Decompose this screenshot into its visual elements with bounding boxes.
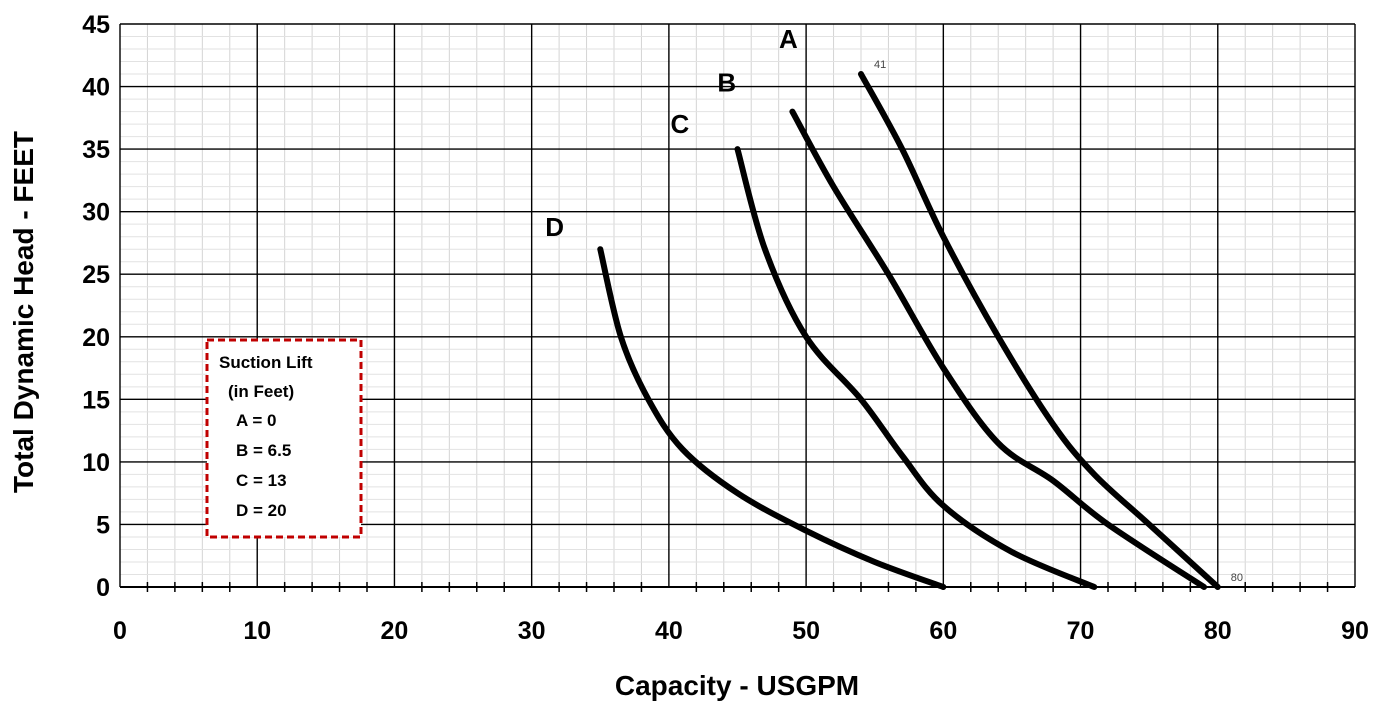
y-tick-label: 20 bbox=[82, 324, 110, 352]
point-labels: 41 80 bbox=[874, 59, 1243, 584]
legend-title-line1: Suction Lift bbox=[219, 353, 313, 372]
curve-label-a: A bbox=[779, 24, 798, 54]
legend-item-b: B = 6.5 bbox=[236, 441, 291, 460]
x-tick-label: 80 bbox=[1204, 617, 1232, 645]
legend-title-line2: (in Feet) bbox=[228, 382, 294, 401]
x-tick-label: 20 bbox=[381, 617, 409, 645]
x-tick-label: 50 bbox=[792, 617, 820, 645]
x-tick-label: 60 bbox=[929, 617, 957, 645]
suction-lift-legend: Suction Lift (in Feet) A = 0 B = 6.5 C =… bbox=[205, 338, 363, 539]
y-tick-label: 15 bbox=[82, 386, 110, 414]
x-tick-label: 40 bbox=[655, 617, 683, 645]
curve-c bbox=[734, 146, 1098, 590]
y-axis-title: Total Dynamic Head - FEET bbox=[8, 131, 39, 493]
y-tick-label: 35 bbox=[82, 136, 110, 164]
x-tick-label: 90 bbox=[1341, 617, 1369, 645]
y-tick-label: 30 bbox=[82, 199, 110, 227]
point-label: 41 bbox=[874, 59, 886, 71]
x-axis-tick-labels: 0 10 20 30 40 50 60 70 80 90 bbox=[113, 617, 1369, 645]
x-axis-minor-ticks bbox=[146, 582, 1329, 592]
legend-item-a: A = 0 bbox=[236, 411, 276, 430]
x-tick-label: 30 bbox=[518, 617, 546, 645]
curve-labels: A BC D bbox=[545, 24, 798, 242]
curve-label-c: C bbox=[671, 109, 690, 139]
x-axis-title: Capacity - USGPM bbox=[615, 670, 859, 701]
y-tick-label: 0 bbox=[96, 574, 110, 602]
point-label: 80 bbox=[1231, 572, 1243, 584]
curve-a bbox=[858, 71, 1221, 590]
curve-d bbox=[597, 246, 947, 590]
x-tick-label: 70 bbox=[1067, 617, 1095, 645]
curve-label-b: B bbox=[717, 68, 736, 98]
legend-item-d: D = 20 bbox=[236, 501, 287, 520]
legend-item-c: C = 13 bbox=[236, 471, 287, 490]
y-axis-tick-labels: 0 5 10 15 20 25 30 35 40 45 bbox=[82, 11, 110, 602]
y-tick-label: 25 bbox=[82, 261, 110, 289]
y-tick-label: 5 bbox=[96, 511, 110, 539]
curve-b bbox=[789, 108, 1208, 590]
x-tick-label: 10 bbox=[243, 617, 271, 645]
y-tick-label: 45 bbox=[82, 11, 110, 39]
y-tick-label: 40 bbox=[82, 74, 110, 102]
y-tick-label: 10 bbox=[82, 449, 110, 477]
performance-curves bbox=[597, 71, 1221, 590]
legend-box bbox=[205, 338, 363, 539]
x-tick-label: 0 bbox=[113, 617, 127, 645]
curve-label-d: D bbox=[545, 212, 564, 242]
